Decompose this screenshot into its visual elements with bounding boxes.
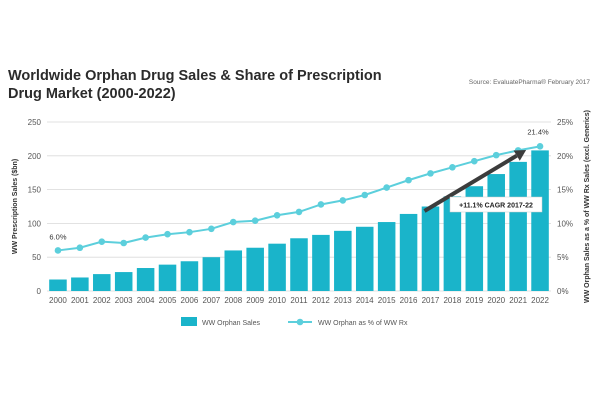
y-left-tick-label: 250 — [28, 118, 42, 127]
bar — [377, 222, 396, 291]
x-tick-label: 2017 — [422, 296, 440, 305]
bar — [268, 243, 286, 291]
x-tick-label: 2006 — [181, 296, 199, 305]
line-point — [383, 184, 390, 191]
y-right-tick-label: 0% — [557, 287, 569, 296]
x-tick-label: 2016 — [400, 296, 418, 305]
x-tick-label: 2022 — [531, 296, 549, 305]
y-left-tick-label: 50 — [32, 253, 41, 262]
line-point — [142, 234, 149, 241]
bar — [465, 186, 484, 291]
bar — [202, 257, 221, 291]
y-left-tick-label: 100 — [28, 219, 42, 228]
line-point — [405, 176, 412, 184]
y-right-tick-label: 10% — [557, 219, 573, 228]
bar — [421, 206, 440, 291]
line-point — [208, 225, 215, 233]
x-tick-label: 2015 — [378, 296, 396, 305]
x-tick-label: 2010 — [268, 296, 286, 305]
x-tick-label: 2011 — [290, 296, 308, 305]
x-tick-label: 2004 — [137, 296, 155, 305]
end-value-label: 21.4% — [527, 127, 549, 136]
legend-bar-swatch — [181, 317, 197, 326]
bar — [114, 272, 133, 291]
cagr-label-box — [449, 196, 543, 213]
line-point — [273, 211, 281, 219]
line-point — [186, 228, 193, 236]
y-right-axis-title: WW Orphan Sales as a % of WW Rx Sales (e… — [584, 110, 591, 303]
line-point — [295, 208, 303, 216]
cagr-label: +11.1% CAGR 2017-22 — [459, 203, 533, 210]
bar — [246, 247, 264, 291]
x-tick-label: 2013 — [334, 296, 352, 305]
bar — [49, 279, 67, 291]
x-tick-label: 2008 — [224, 296, 242, 305]
x-tick-label: 2000 — [49, 296, 67, 305]
bar — [224, 250, 243, 291]
chart-source: Source: EvaluatePharma® February 2017 — [468, 79, 590, 86]
bar — [93, 274, 111, 291]
bar — [290, 238, 308, 291]
bar — [136, 268, 155, 291]
x-tick-label: 2014 — [356, 296, 374, 305]
bar — [71, 277, 89, 291]
line-point — [449, 163, 456, 171]
y-left-axis-title: WW Prescription Sales ($bn) — [12, 159, 19, 254]
line-point — [471, 157, 478, 165]
y-left-tick-label: 200 — [28, 152, 42, 161]
bar — [158, 264, 177, 291]
bar — [355, 226, 374, 291]
y-right-tick-label: 20% — [557, 152, 573, 161]
line-point — [98, 238, 106, 245]
x-tick-label: 2019 — [465, 296, 483, 305]
x-tick-label: 2005 — [159, 296, 177, 305]
y-left-tick-label: 0 — [37, 287, 42, 296]
x-tick-label: 2002 — [93, 296, 111, 305]
line-point — [229, 218, 237, 226]
chart-title: Worldwide Orphan Drug Sales & Share of P… — [8, 68, 382, 102]
bar — [531, 150, 549, 291]
line-point — [317, 201, 325, 208]
x-tick-label: 2021 — [509, 296, 527, 305]
bar — [443, 196, 462, 291]
line-point — [76, 244, 84, 252]
line-point — [361, 191, 369, 199]
x-tick-label: 2020 — [487, 296, 505, 305]
line-point — [251, 217, 259, 224]
line-point — [120, 239, 127, 247]
y-right-tick-label: 15% — [557, 186, 573, 195]
start-value-label: 6.0% — [49, 232, 66, 241]
line-point — [164, 230, 171, 238]
bar — [180, 261, 199, 291]
bar — [487, 174, 505, 291]
legend-bar-label: WW Orphan Sales — [202, 320, 260, 327]
y-right-tick-label: 5% — [557, 253, 569, 262]
bar — [312, 234, 330, 291]
line-point — [54, 247, 62, 254]
cagr-arrow-head — [513, 150, 527, 161]
line-point — [536, 143, 544, 150]
y-left-tick-label: 150 — [28, 186, 42, 195]
x-tick-label: 2018 — [443, 296, 461, 305]
x-tick-label: 2003 — [115, 296, 133, 305]
x-tick-label: 2009 — [246, 296, 264, 305]
bar — [509, 161, 527, 291]
legend-line-label: WW Orphan as % of WW Rx — [318, 320, 408, 327]
line-point — [339, 197, 347, 204]
x-tick-label: 2012 — [312, 296, 330, 305]
y-right-tick-label: 25% — [557, 118, 573, 127]
x-tick-label: 2001 — [71, 296, 89, 305]
bar — [399, 213, 418, 291]
x-tick-label: 2007 — [202, 296, 220, 305]
cagr-arrow-shaft — [423, 153, 518, 213]
line-point — [492, 151, 500, 159]
line-point — [427, 170, 434, 177]
bar — [334, 230, 352, 291]
legend-line-marker — [296, 318, 304, 326]
